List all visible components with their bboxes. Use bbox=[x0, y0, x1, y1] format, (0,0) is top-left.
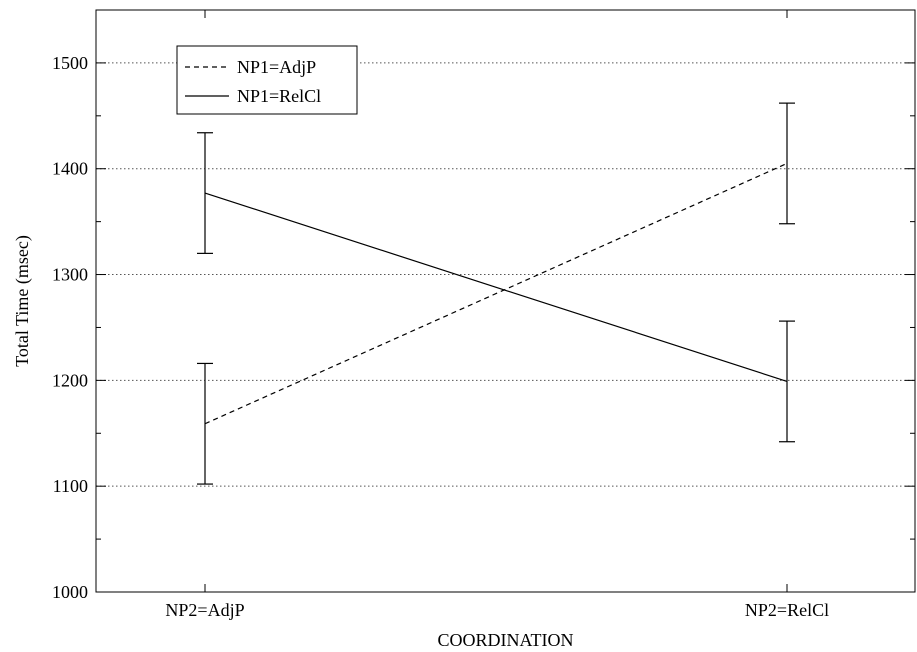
legend-label-1: NP1=AdjP bbox=[237, 57, 316, 77]
legend-label-2: NP1=RelCl bbox=[237, 86, 321, 106]
series-layer bbox=[197, 102, 795, 485]
y-tick-label: 1000 bbox=[52, 582, 88, 602]
y-tick-label: 1100 bbox=[53, 476, 88, 496]
y-axis-label: Total Time (msec) bbox=[12, 235, 33, 367]
grid bbox=[96, 62, 915, 487]
x-axis-label: COORDINATION bbox=[438, 630, 574, 650]
y-tick-label: 1200 bbox=[52, 370, 88, 390]
y-ticks: 1000 1100 1200 1300 1400 1500 bbox=[52, 9, 915, 602]
plot-frame bbox=[95, 9, 916, 593]
legend-box bbox=[176, 45, 358, 115]
x-tick-label: NP2=RelCl bbox=[745, 600, 829, 620]
legend: NP1=AdjP NP1=RelCl bbox=[176, 45, 358, 115]
x-tick-label: NP2=AdjP bbox=[165, 600, 244, 620]
y-tick-label: 1300 bbox=[52, 265, 88, 285]
series-line-2 bbox=[204, 192, 788, 382]
y-tick-label: 1400 bbox=[52, 159, 88, 179]
x-ticks: NP2=AdjP NP2=RelCl bbox=[165, 10, 829, 620]
y-tick-label: 1500 bbox=[52, 53, 88, 73]
series-line-1 bbox=[204, 162, 788, 425]
